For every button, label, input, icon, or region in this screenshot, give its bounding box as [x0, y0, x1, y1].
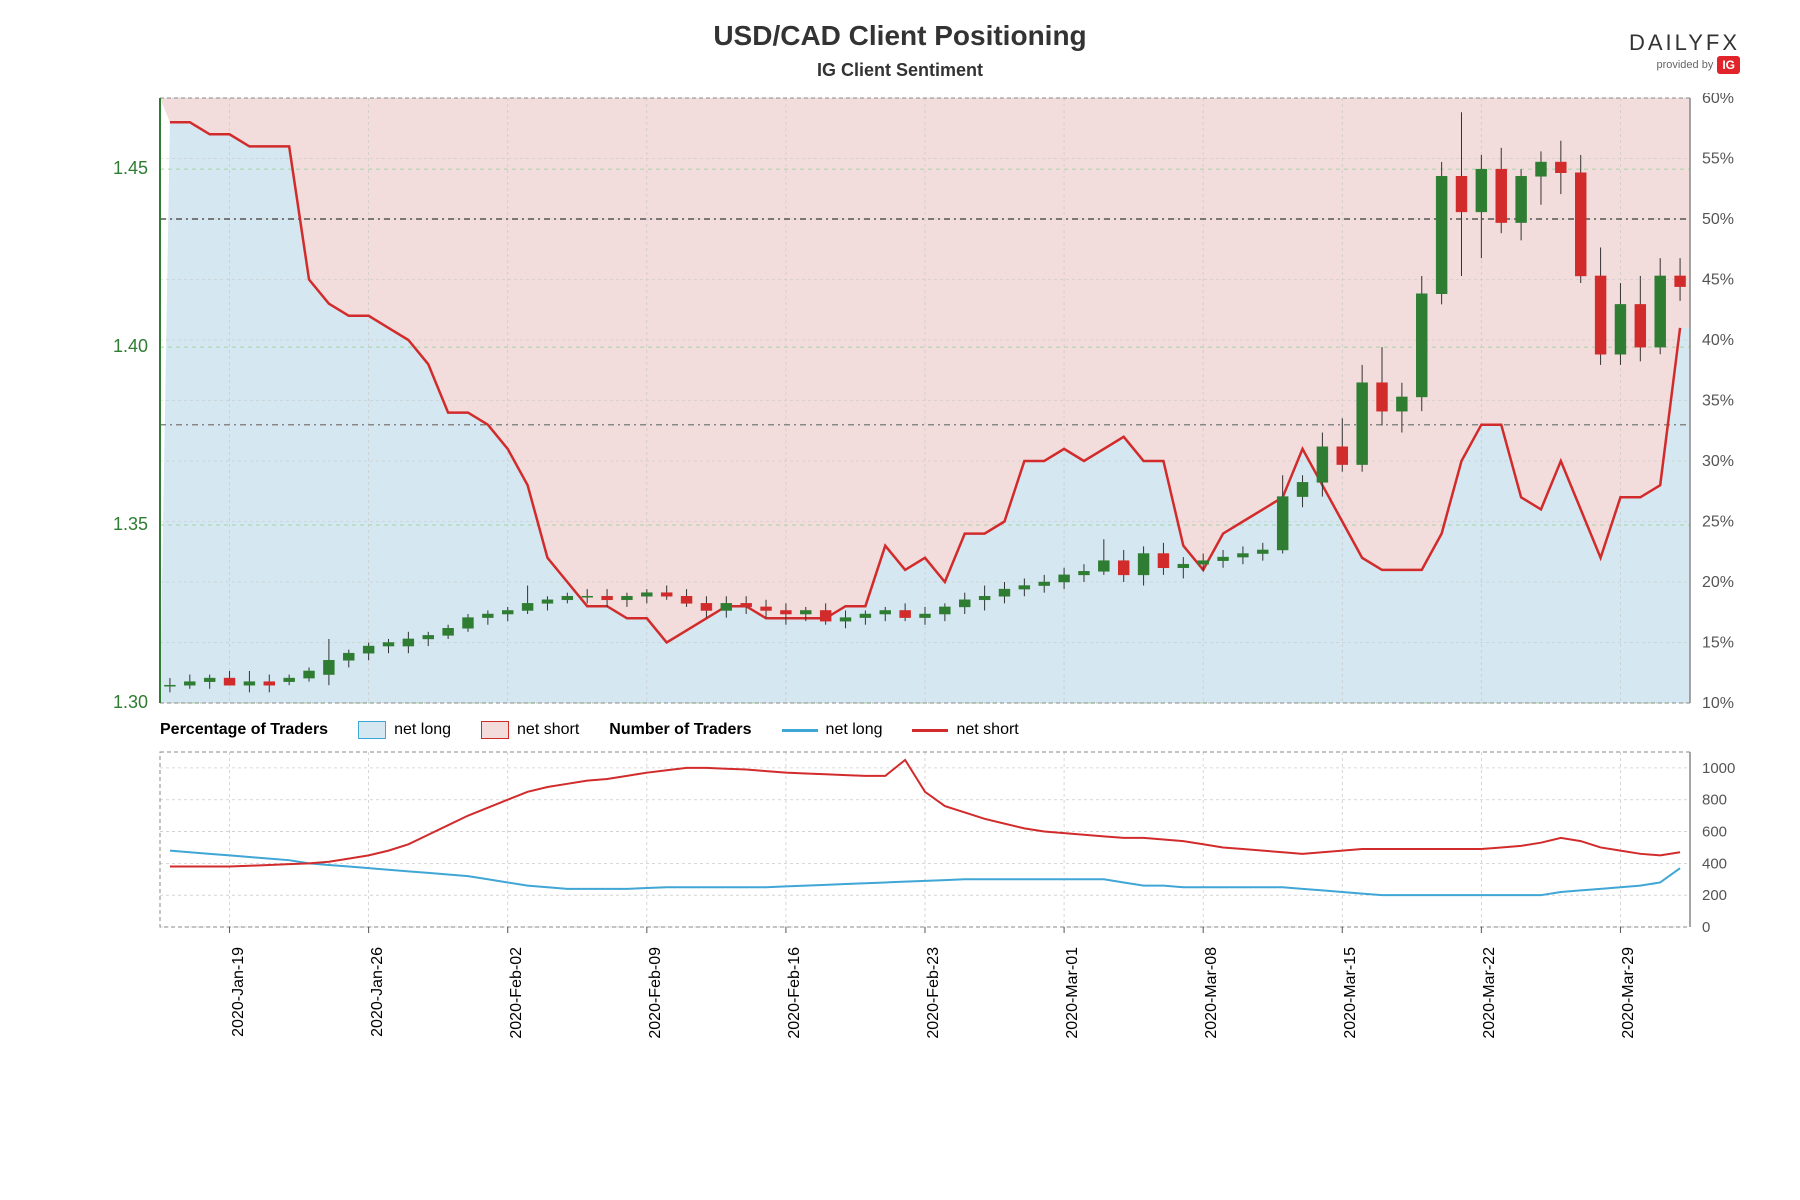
svg-text:1.40: 1.40	[113, 336, 148, 356]
x-tick-label: 2020-Jan-26	[369, 947, 387, 1037]
dailyfx-logo: DAILYFX provided by IG	[1629, 30, 1740, 74]
x-tick-label: 2020-Mar-01	[1064, 947, 1082, 1039]
swatch-netlong-line	[782, 729, 818, 732]
lower-chart-container: 0 200 400 600 800 1000	[40, 747, 1760, 937]
x-tick-label: 2020-Feb-02	[508, 947, 526, 1039]
main-chart-container: 1.30 1.35 1.40 1.45 10% 15% 20% 25% 30% 35% 40% 45%…	[40, 93, 1760, 713]
x-tick-label: 2020-Feb-16	[786, 947, 804, 1039]
x-tick-label: 2020-Mar-29	[1620, 947, 1638, 1039]
x-axis-labels: 2020-Jan-19 2020-Jan-26 2020-Feb-02 2020-Fe…	[160, 937, 1690, 1087]
x-tick-label: 2020-Mar-08	[1203, 947, 1221, 1039]
main-chart: 1.30 1.35 1.40 1.45 10% 15% 20% 25% 30% 35% 40% 45%…	[40, 93, 1760, 713]
swatch-netlong-box	[358, 721, 386, 739]
svg-text:1000: 1000	[1702, 760, 1735, 777]
svg-text:50%: 50%	[1702, 211, 1734, 228]
svg-text:40%: 40%	[1702, 332, 1734, 349]
legend-row: Percentage of Traders net long net short…	[40, 713, 1760, 747]
svg-text:0: 0	[1702, 919, 1710, 936]
legend-netlong-box: net long	[358, 721, 451, 739]
legend-netshort-box: net short	[481, 721, 579, 739]
x-tick-label: 2020-Feb-09	[647, 947, 665, 1039]
x-tick-label: 2020-Mar-22	[1481, 947, 1499, 1039]
svg-text:200: 200	[1702, 887, 1727, 904]
svg-text:1.45: 1.45	[113, 158, 148, 178]
svg-text:55%: 55%	[1702, 151, 1734, 168]
svg-text:60%: 60%	[1702, 93, 1734, 107]
legend-num-label: Number of Traders	[609, 721, 751, 739]
x-tick-label: 2020-Jan-19	[230, 947, 248, 1037]
swatch-netshort-line	[912, 729, 948, 732]
svg-text:20%: 20%	[1702, 574, 1734, 591]
svg-text:15%: 15%	[1702, 635, 1734, 652]
logo-sub-text: provided by IG	[1629, 56, 1740, 74]
svg-text:1.30: 1.30	[113, 692, 148, 712]
legend-netlong-line: net long	[782, 721, 883, 739]
chart-title: USD/CAD Client Positioning	[40, 20, 1760, 52]
svg-text:600: 600	[1702, 824, 1727, 841]
svg-text:30%: 30%	[1702, 453, 1734, 470]
lower-chart: 0 200 400 600 800 1000	[40, 747, 1760, 937]
x-tick-label: 2020-Mar-15	[1342, 947, 1360, 1039]
svg-text:25%: 25%	[1702, 514, 1734, 531]
swatch-netshort-box	[481, 721, 509, 739]
svg-text:800: 800	[1702, 792, 1727, 809]
svg-text:1.35: 1.35	[113, 514, 148, 534]
logo-main-text: DAILYFX	[1629, 30, 1740, 56]
legend-netshort-line: net short	[912, 721, 1018, 739]
svg-text:45%: 45%	[1702, 272, 1734, 289]
chart-subtitle: IG Client Sentiment	[40, 60, 1760, 81]
svg-text:35%: 35%	[1702, 393, 1734, 410]
svg-text:10%: 10%	[1702, 695, 1734, 712]
x-tick-label: 2020-Feb-23	[925, 947, 943, 1039]
legend-pct-label: Percentage of Traders	[160, 721, 328, 739]
svg-text:400: 400	[1702, 855, 1727, 872]
ig-badge: IG	[1717, 56, 1740, 74]
